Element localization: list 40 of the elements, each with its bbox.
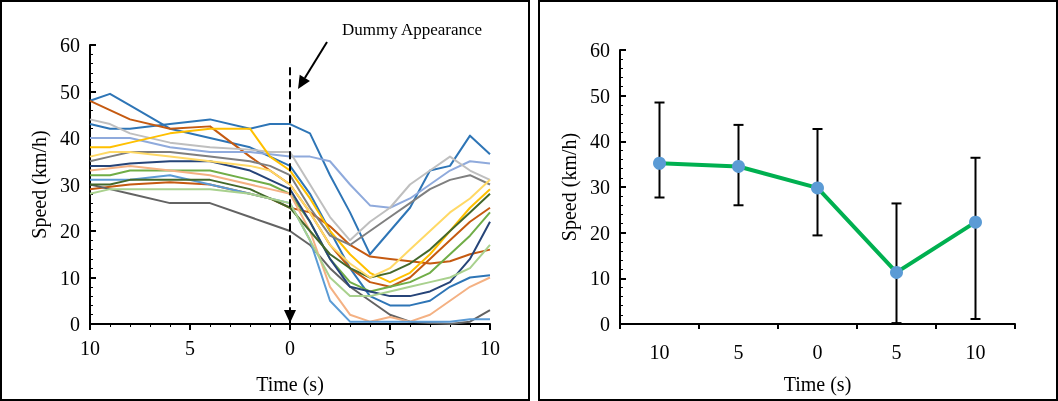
x-tick-label: 5: [385, 337, 395, 359]
point: [811, 181, 824, 195]
point: [732, 159, 745, 173]
line-series: [89, 188, 491, 298]
point: [969, 215, 982, 229]
y-tick-label: 60: [590, 39, 610, 61]
x-tick-label: 10: [80, 337, 100, 359]
point: [653, 156, 666, 170]
line-series: [89, 150, 491, 246]
line-series: [89, 127, 491, 284]
y-tick-label: 30: [60, 173, 80, 196]
line-series: [89, 137, 491, 209]
y-tick-label: 10: [60, 266, 80, 289]
x-tick-label: 0: [812, 341, 823, 363]
y-tick-label: 20: [60, 220, 80, 242]
y-tick-label: 50: [60, 80, 80, 103]
line-series: [89, 150, 491, 279]
point: [890, 265, 903, 279]
ref-line-label: Dummy Appearance: [341, 19, 483, 39]
x-axis-title: Time (s): [783, 373, 852, 396]
x-tick-label: 0: [285, 337, 295, 359]
x-axis-title: Time (s): [256, 373, 324, 396]
y-tick-label: 40: [60, 127, 80, 149]
x-tick-label: 10: [480, 337, 500, 359]
y-tick-label: 60: [60, 34, 80, 56]
x-tick-label: 5: [185, 337, 195, 359]
y-tick-label: 30: [590, 176, 610, 198]
line-series: [89, 178, 491, 279]
y-tick-label: 0: [600, 313, 610, 335]
x-tick-label: 10: [965, 341, 986, 363]
y-axis-title: Speed (km/h): [28, 130, 52, 239]
y-tick-label: 40: [590, 130, 610, 153]
x-tick-label: 5: [733, 341, 744, 363]
y-tick-label: 10: [590, 267, 610, 290]
x-tick-label: 10: [649, 341, 670, 363]
y-tick-label: 50: [590, 84, 610, 107]
y-tick-label: 20: [590, 221, 610, 244]
y-tick-label: 0: [70, 313, 80, 335]
y-axis-title: Speed (km/h): [558, 132, 582, 242]
x-tick-label: 5: [891, 341, 902, 363]
